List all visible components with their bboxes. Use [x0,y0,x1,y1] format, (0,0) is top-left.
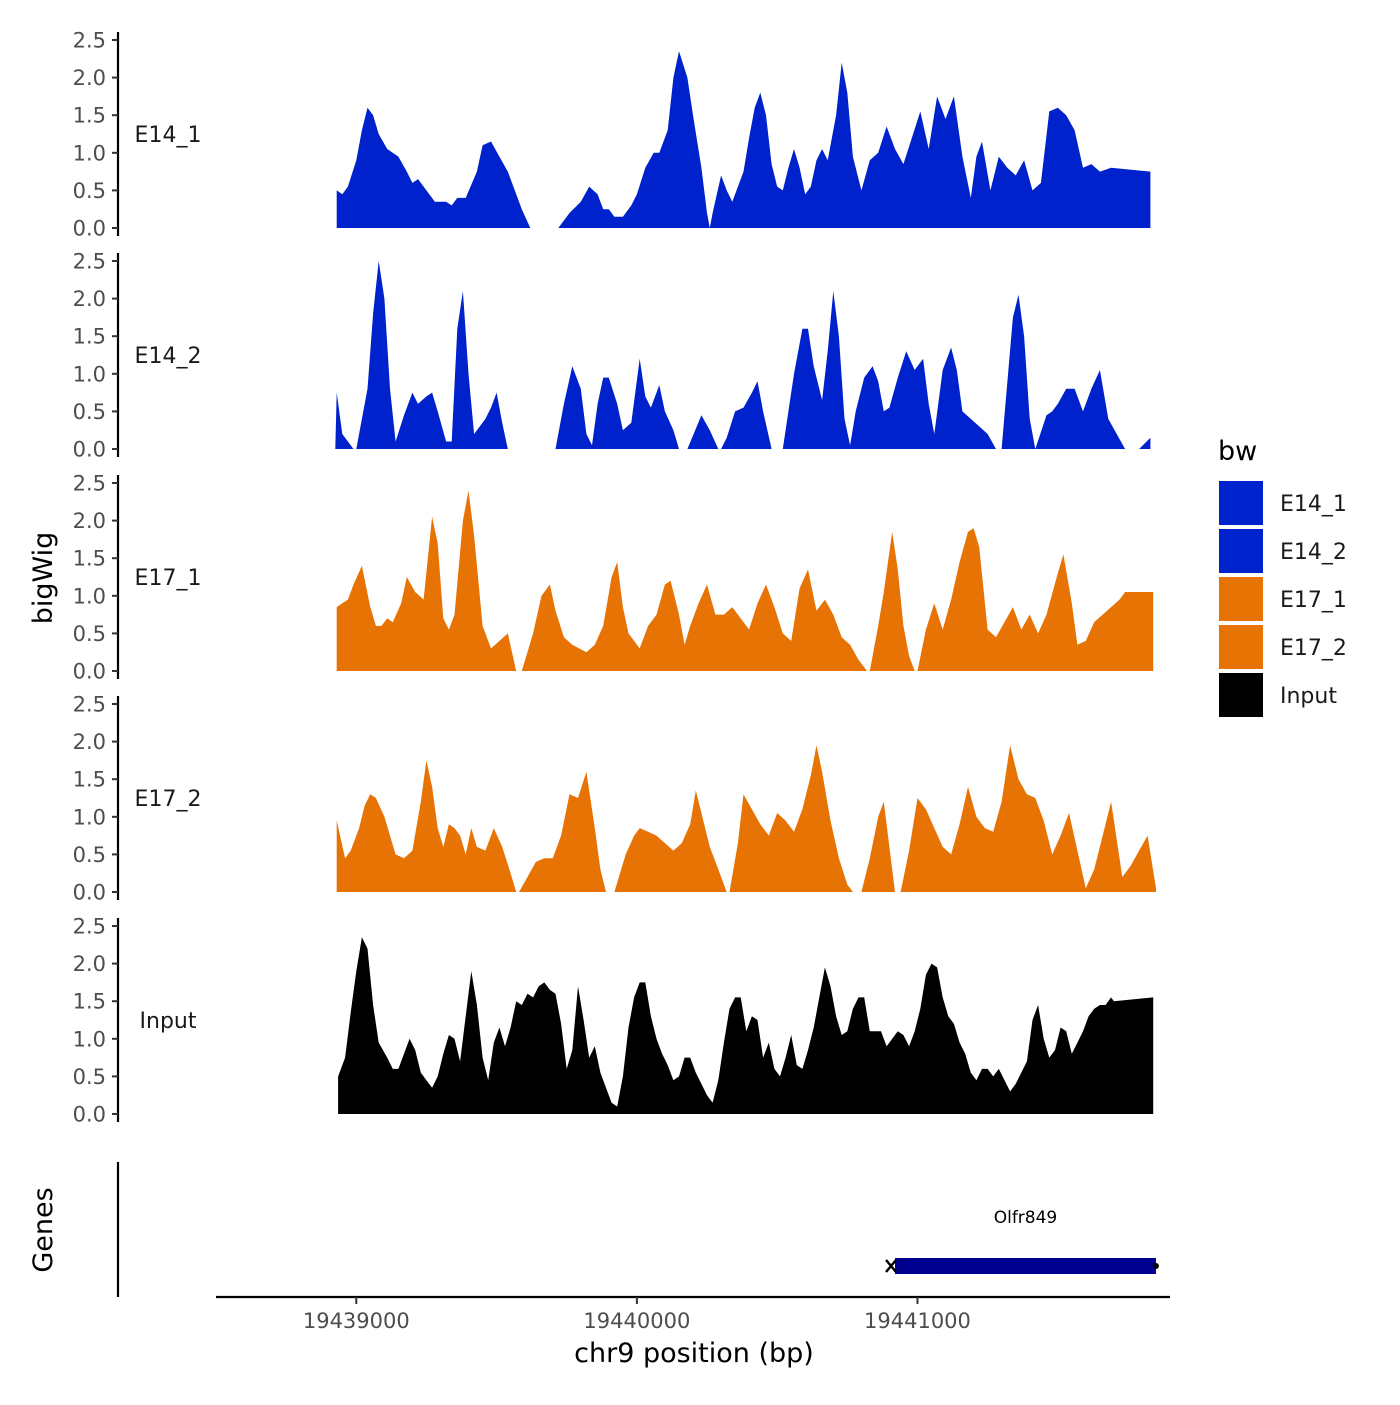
y-tick-label-Input-2: 1.0 [73,1027,106,1051]
area-E17_1-segment-2 [869,531,915,671]
x-tick-label-0: 19439000 [303,1309,410,1333]
y-tick-label-E17_2-3: 1.5 [73,768,106,792]
y-tick-label-E14_1-4: 2.0 [73,66,106,90]
area-E14_2-segment-4 [721,381,772,449]
y-tick-label-Input-4: 2.0 [73,952,106,976]
area-E14_2-segment-3 [687,415,719,449]
y-tick-label-E17_2-1: 0.5 [73,843,106,867]
y-tick-label-E17_2-2: 1.0 [73,805,106,829]
area-E14_2-segment-5 [782,291,996,449]
gene-label-Olfr849: Olfr849 [994,1208,1058,1228]
track-label-E17_2: E17_2 [135,787,202,812]
y-tick-label-Input-5: 2.5 [73,915,106,939]
y-tick-label-E17_2-5: 2.5 [73,693,106,717]
area-E14_1-segment-0 [336,107,531,228]
gene-body-Olfr849 [895,1258,1156,1274]
genes-axis-title: Genes [28,1187,59,1272]
y-tick-label-E17_1-1: 0.5 [73,622,106,646]
area-E14_2-segment-2 [555,358,679,449]
y-tick-label-E17_1-3: 1.5 [73,547,106,571]
y-tick-label-E17_1-4: 2.0 [73,509,106,533]
gene-end-mark-Olfr849 [1152,1263,1159,1269]
y-tick-label-E14_1-2: 1.0 [73,141,106,165]
area-E14_2-segment-7 [1139,437,1151,449]
area-E17_2-segment-4 [861,801,895,892]
area-E14_1-segment-1 [558,51,1151,228]
y-tick-label-E17_1-0: 0.0 [73,660,106,684]
y-tick-label-Input-1: 0.5 [73,1065,106,1089]
area-E14_2-segment-0 [335,392,354,449]
legend-key-E14_1 [1217,479,1265,527]
track-E17_2: 0.0 0.5 1.0 1.5 2.0 2.5 E17_2 [73,693,1156,905]
area-E17_2-segment-0 [336,760,517,892]
y-tick-label-E17_1-5: 2.5 [73,472,106,496]
legend-key-E14_2 [1217,527,1265,575]
area-E17_2-segment-2 [614,790,727,892]
track-label-Input: Input [140,1009,197,1034]
legend-label-E14_2: E14_2 [1280,540,1347,565]
track-Input: 0.0 0.5 1.0 1.5 2.0 2.5 Input [73,915,1154,1127]
x-tick-label-2: 19441000 [864,1309,971,1333]
y-tick-label-E14_2-4: 2.0 [73,287,106,311]
area-E17_2-segment-5 [900,745,1156,892]
track-E17_1: 0.0 0.5 1.0 1.5 2.0 2.5 E17_1 [73,472,1154,684]
area-E17_2-segment-3 [729,745,853,892]
legend-key-E17_1 [1217,575,1265,623]
y-tick-label-E17_1-2: 1.0 [73,584,106,608]
track-label-E14_1: E14_1 [135,123,202,148]
x-axis: 19439000 19440000 19441000 [216,1295,1170,1333]
gene-strand-mark-Olfr849 [885,1259,897,1273]
y-tick-label-E14_1-3: 1.5 [73,104,106,128]
y-axis-title: bigWig [28,532,59,625]
legend-label-E17_2: E17_2 [1280,636,1347,661]
y-tick-label-E14_2-5: 2.5 [73,250,106,274]
y-tick-label-E14_2-3: 1.5 [73,325,106,349]
track-label-E17_1: E17_1 [135,566,202,591]
tracks: 0.0 0.5 1.0 1.5 2.0 2.5 E14_1 0.0 0.5 1.0 1.5 2.0 2.… [73,29,1156,1127]
y-tick-label-E14_1-5: 2.5 [73,29,106,53]
legend-label-Input: Input [1280,684,1337,709]
y-tick-label-E14_2-2: 1.0 [73,362,106,386]
legend-key-E17_2 [1217,623,1265,671]
y-tick-label-E17_2-0: 0.0 [73,881,106,905]
area-E14_2-segment-1 [356,261,508,449]
area-E14_2-segment-6 [1001,294,1126,449]
area-E17_1-segment-0 [336,490,517,671]
genes-panel: Olfr849 [116,1162,1159,1297]
track-E14_2: 0.0 0.5 1.0 1.5 2.0 2.5 E14_2 [73,250,1151,462]
y-tick-label-E14_2-1: 0.5 [73,400,106,424]
legend-title: bw [1218,436,1257,467]
track-E14_1: 0.0 0.5 1.0 1.5 2.0 2.5 E14_1 [73,29,1151,241]
legend-label-E14_1: E14_1 [1280,492,1347,517]
x-tick-label-1: 19440000 [583,1309,690,1333]
y-tick-label-E17_2-4: 2.0 [73,730,106,754]
y-tick-label-Input-0: 0.0 [73,1103,106,1127]
legend: bw E14_1 E14_2 E17_1 E17_2 Input [1217,436,1347,719]
area-E17_1-segment-3 [917,528,1154,671]
y-tick-label-Input-3: 1.5 [73,990,106,1014]
area-Input-segment-0 [338,937,1154,1114]
y-tick-label-E14_2-0: 0.0 [73,438,106,462]
legend-label-E17_1: E17_1 [1280,588,1347,613]
area-E17_2-segment-1 [519,771,606,892]
y-tick-label-E14_1-1: 0.5 [73,179,106,203]
track-label-E14_2: E14_2 [135,344,202,369]
x-axis-title: chr9 position (bp) [574,1338,814,1369]
area-E17_1-segment-1 [521,562,867,671]
y-tick-label-E14_1-0: 0.0 [73,217,106,241]
legend-key-Input [1217,671,1265,719]
